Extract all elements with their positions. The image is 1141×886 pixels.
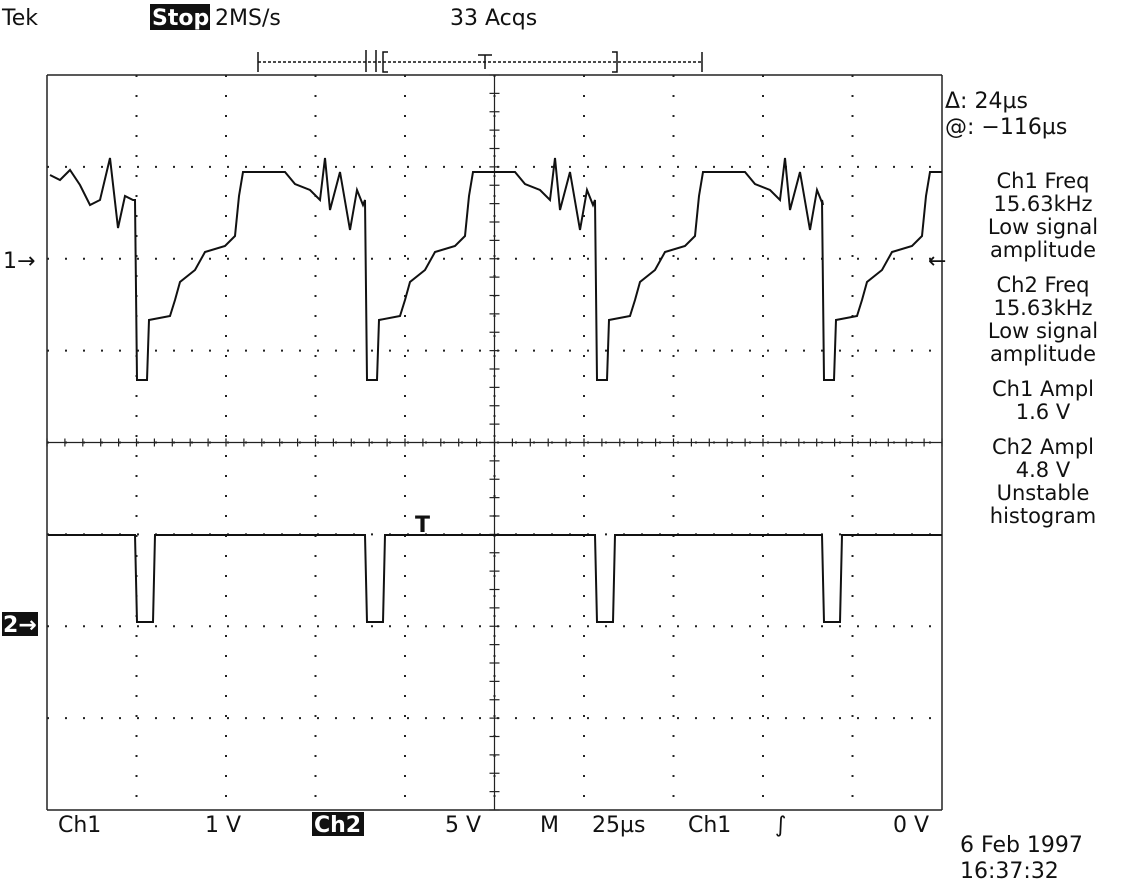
measurement-line: amplitude: [945, 239, 1141, 262]
status: Stop:: [152, 6, 218, 31]
cursor-position: @: −116µs: [945, 115, 1067, 140]
ch2-label: Ch2: [314, 813, 361, 838]
measurement-line: amplitude: [945, 343, 1141, 366]
trigger-slope: ∫: [775, 813, 786, 838]
trigger-source: Ch1: [688, 813, 731, 838]
measurement-line: 15.63kHz: [945, 297, 1141, 320]
trigger-marker: T: [415, 513, 430, 538]
measurement-label: Ch2 Freq: [945, 274, 1141, 297]
brand: Tek: [1, 6, 38, 31]
cursor-delta: Δ: 24µs: [945, 89, 1028, 114]
measurement-line: histogram: [945, 505, 1141, 528]
measurement-line: 4.8 V: [945, 459, 1141, 482]
oscilloscope-screen: Tek Stop: 2MS/s 33 Acqs T 1→ 2→ ← Δ: 24µ…: [0, 0, 1141, 886]
sample-rate: 2MS/s: [215, 6, 281, 31]
timebase: 25µs: [592, 813, 645, 838]
trigger-bracket: [258, 50, 702, 72]
ch2-marker: 2→: [3, 613, 37, 638]
graticule: [47, 75, 942, 810]
measurement-label: Ch1 Freq: [945, 170, 1141, 193]
ch1-scale: 1 V: [205, 813, 241, 838]
measurement-line: Low signal: [945, 320, 1141, 343]
timebase-label: M: [540, 813, 559, 838]
measurement-label: Ch1 Ampl: [945, 378, 1141, 401]
measurement-label: Ch2 Ampl: [945, 436, 1141, 459]
measurement-line: 1.6 V: [945, 401, 1141, 424]
trigger-level: 0 V: [893, 813, 929, 838]
date: 6 Feb 1997: [960, 833, 1083, 858]
measurement-line: Low signal: [945, 216, 1141, 239]
measurement-line: 15.63kHz: [945, 193, 1141, 216]
measurement-line: Unstable: [945, 482, 1141, 505]
acquisitions: 33 Acqs: [450, 6, 537, 31]
ch1-label: Ch1: [58, 813, 101, 838]
trigger-level-arrow: ←: [928, 249, 946, 274]
ch2-scale: 5 V: [445, 813, 481, 838]
ch1-marker: 1→: [3, 249, 35, 274]
time: 16:37:32: [960, 859, 1059, 884]
ch1-waveform: [50, 158, 942, 380]
